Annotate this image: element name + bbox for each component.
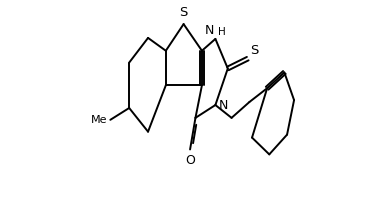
Text: S: S	[180, 6, 188, 19]
Text: S: S	[250, 44, 259, 57]
Text: N: N	[205, 24, 214, 37]
Text: H: H	[218, 27, 225, 37]
Text: O: O	[185, 154, 196, 167]
Text: Me: Me	[91, 115, 108, 125]
Text: N: N	[219, 98, 228, 111]
